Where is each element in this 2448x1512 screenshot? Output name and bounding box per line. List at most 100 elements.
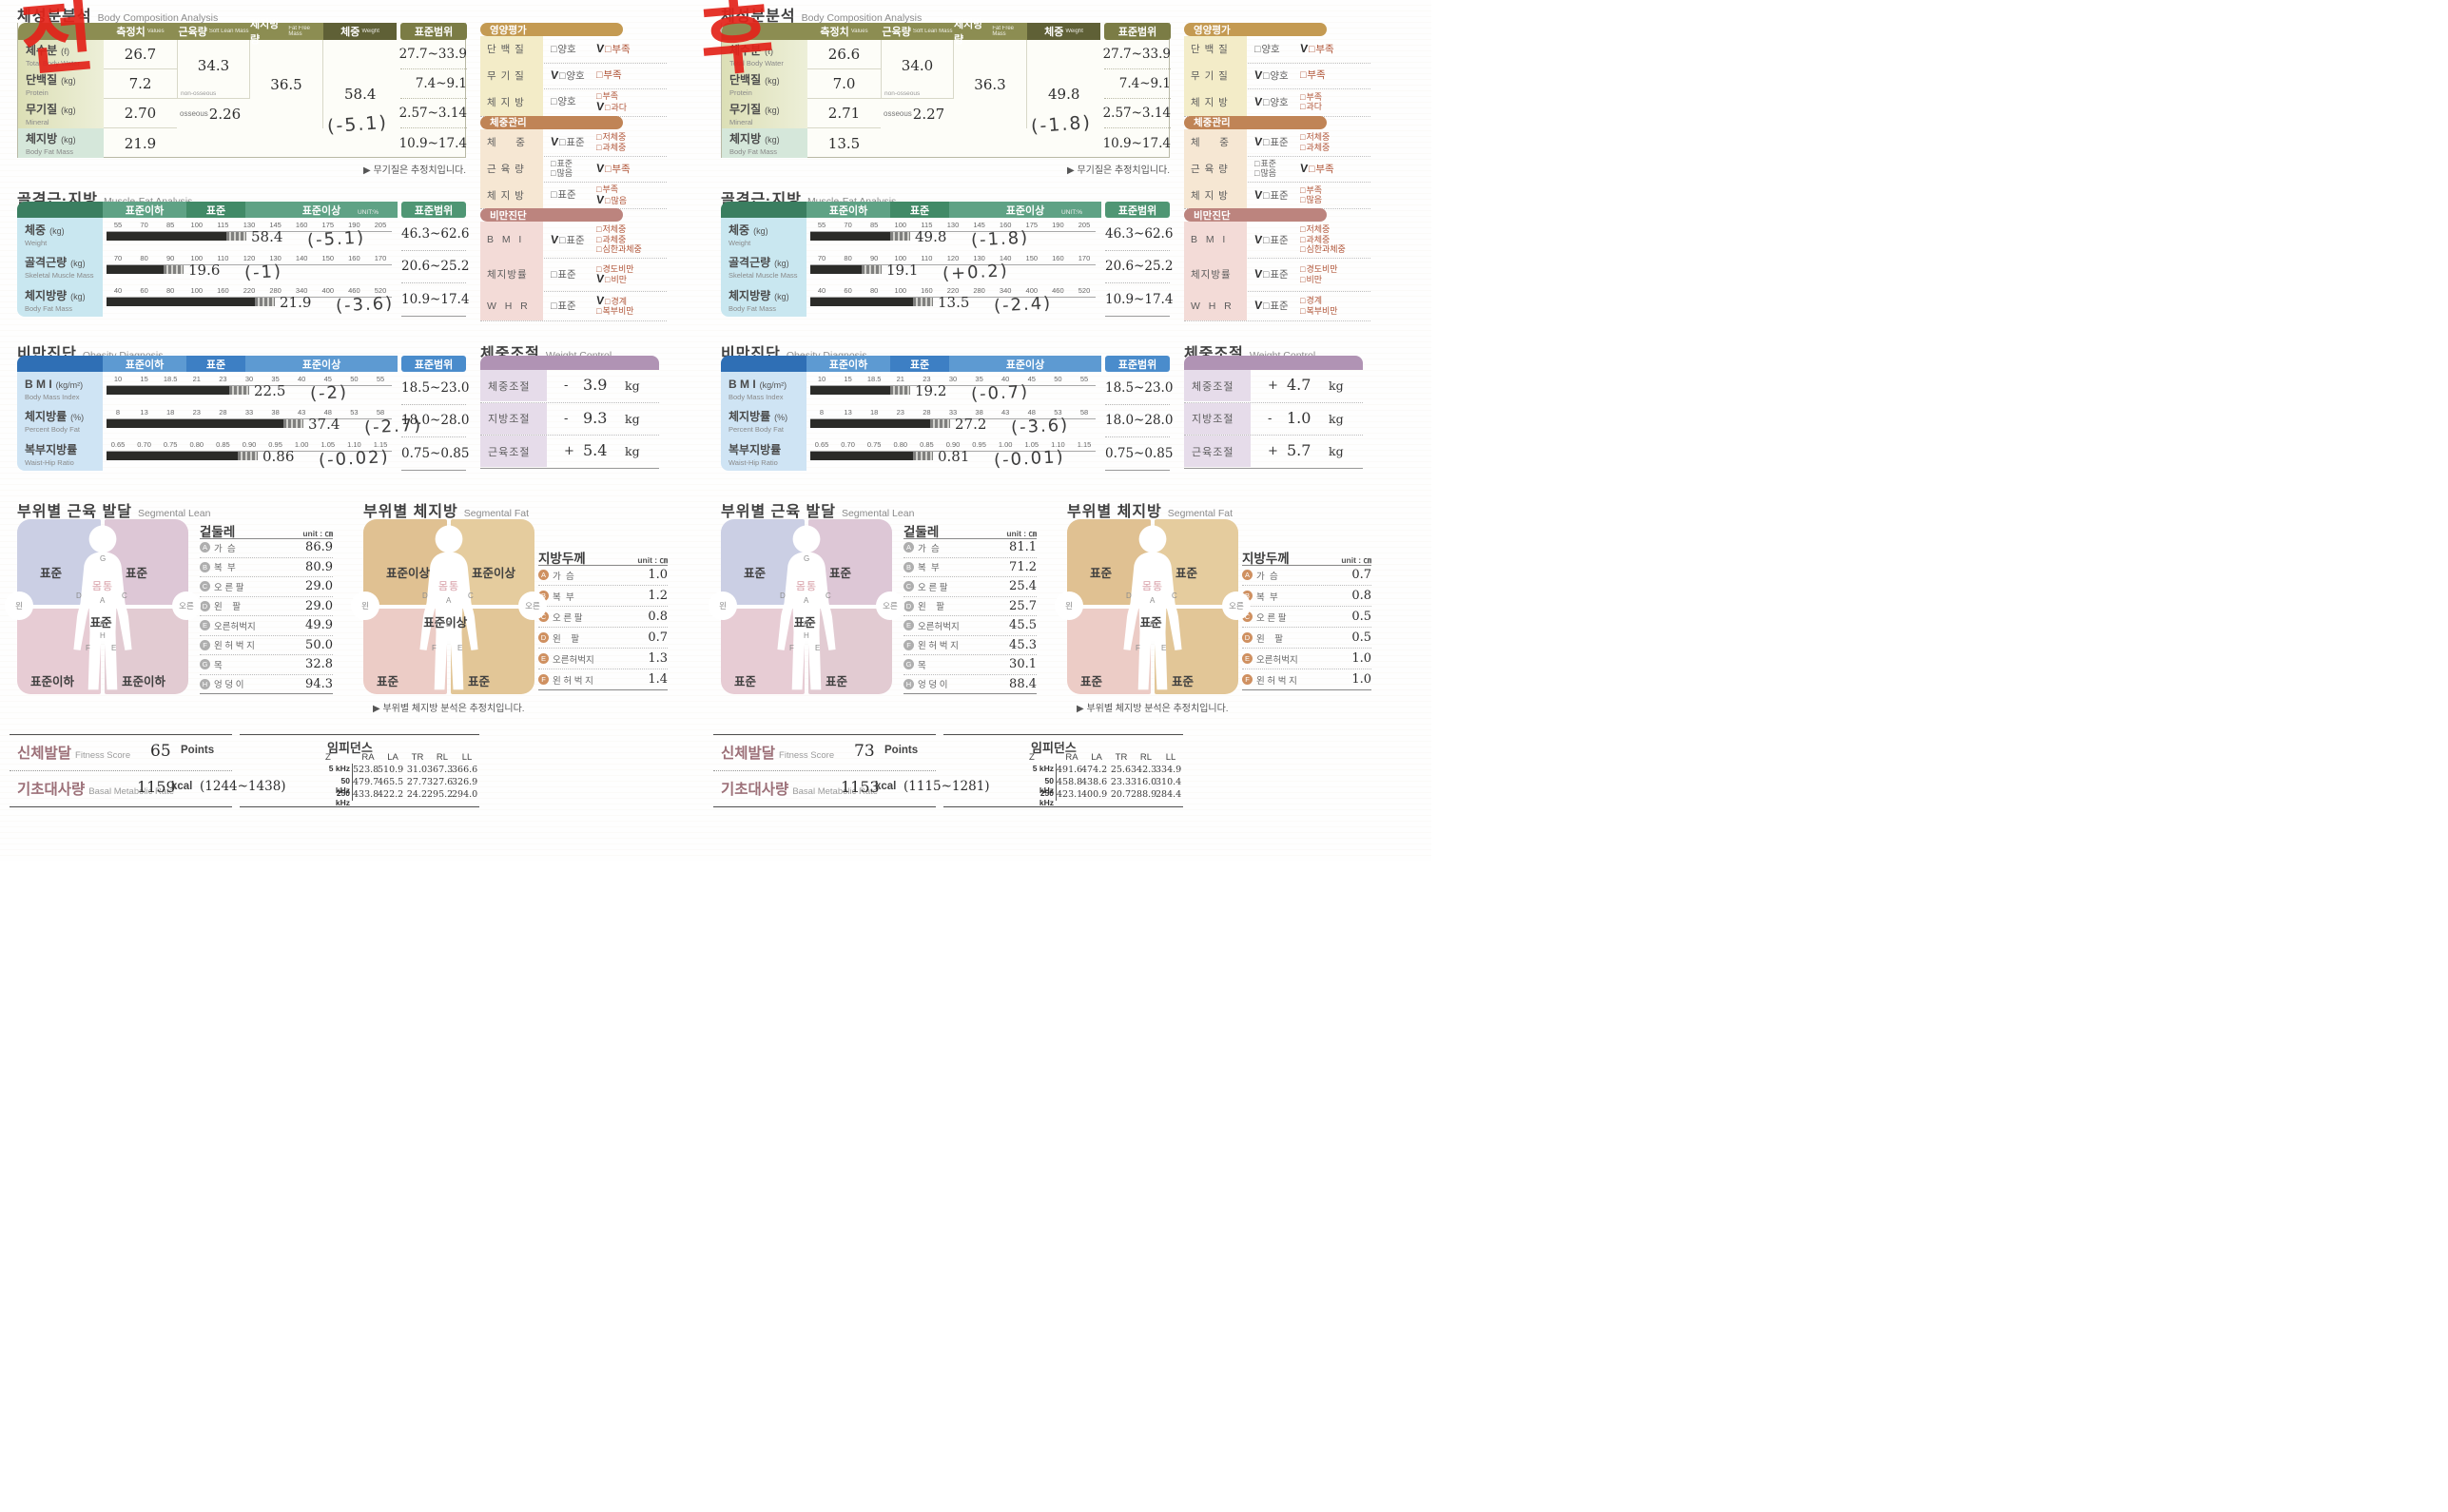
check-mark: V: [595, 99, 605, 114]
axis-tick: 55: [113, 221, 123, 229]
axis-tick: 1.15: [1077, 440, 1092, 449]
fitness-score-value: 73: [854, 742, 875, 761]
weight-control-row-label-cell: 근육조절: [1184, 436, 1251, 467]
axis-tick: 80: [844, 253, 852, 262]
seg_fat-title-en: Segmental Fat: [463, 508, 530, 519]
checkbox-icon: □: [1300, 234, 1306, 244]
figure-point-letter-C: C: [468, 591, 474, 600]
center-status-label: 표준: [793, 616, 816, 630]
impedance-value: 367.3: [427, 765, 454, 775]
muscle_fat-range-cell: 10.9~17.4: [401, 283, 469, 317]
eval-row-label-cell: 체 지 방: [480, 182, 543, 208]
checkbox-icon: □: [551, 189, 557, 201]
row-label: 오 른 팔: [553, 612, 583, 624]
obesity-band-0: 표준이하: [103, 356, 186, 372]
checkbox-icon: □: [1263, 269, 1270, 281]
fitness-score-row: 신체발달 Fitness Score 65 Points: [17, 742, 302, 766]
range-header-text: 표준범위: [414, 359, 454, 371]
body-comp-range-cell: 2.57~3.14: [1103, 99, 1171, 128]
body-comp-range-cell: 2.57~3.14: [399, 99, 467, 128]
impedance-title: 임피던스: [327, 741, 373, 755]
axis-tick: 460: [1052, 286, 1064, 295]
weight-header-ko: 체중: [340, 27, 360, 38]
eval-option-checked: V□많음: [595, 192, 665, 206]
range-value: 27.7~33.9: [1102, 47, 1171, 62]
value-bar: [107, 418, 283, 428]
fitness-block-mid-line: [713, 770, 936, 771]
fitness-label-en: Fitness Score: [75, 750, 131, 761]
measurement-row: F 왼 허 벅 지 50.0: [200, 636, 333, 655]
weight-control-row-label: 지방조절: [488, 414, 531, 425]
axis-tick: 110: [217, 253, 229, 262]
body-comp-row-label: 체지방 (kg) Body Fat Mass: [18, 128, 104, 158]
muscle_fat-row-label: 골격근량 (kg) Skeletal Muscle Mass: [721, 250, 806, 283]
handwritten-note: (-2.4): [993, 293, 1053, 317]
row-label: 왼 팔: [1256, 633, 1284, 645]
bmr-unit-label: kcal: [171, 781, 193, 792]
label-en: Weight: [25, 238, 48, 247]
body-comp-col-header-values: 측정치 Values: [104, 23, 177, 40]
eval-option-column: V□표준: [1253, 222, 1323, 258]
checkbox-icon: □: [1300, 264, 1306, 274]
body-silhouette: [755, 521, 858, 692]
weight-control-row-label-cell: 근육조절: [480, 436, 547, 467]
bar-value: 49.8: [915, 228, 947, 245]
muscle_fat-header-label-block: [17, 202, 103, 218]
axis-tick: 23: [923, 375, 931, 383]
handwritten-note: (-0.01): [993, 447, 1066, 471]
axis-tick: 90: [166, 253, 175, 262]
axis-tick: 100: [190, 286, 204, 295]
eval-option-text: 양호: [557, 43, 576, 55]
bar-baseline: [107, 417, 392, 419]
eval-option: □경계: [1300, 296, 1369, 306]
axis-tick: 175: [321, 221, 335, 229]
impedance-value: 510.9: [378, 765, 404, 775]
body-composition-title-en: Body Composition Analysis: [801, 12, 923, 24]
figure-point-letter-G: G: [100, 554, 107, 563]
label-ko: 골격근량: [25, 256, 68, 270]
axis-tick: 60: [140, 286, 148, 295]
axis-tick: 0.70: [137, 440, 151, 449]
side-left-label: 왼: [361, 601, 369, 611]
figure-point-letter-A: A: [100, 596, 106, 605]
eval-option-text: 표준: [1270, 137, 1289, 148]
eval-option: □많음: [1300, 195, 1369, 205]
impedance-freq-label: 5 kHz: [1029, 764, 1057, 776]
eval-option: □양호: [1254, 44, 1323, 55]
label-en: Body Mass Index: [729, 392, 784, 401]
row-letter-badge: C: [903, 581, 914, 592]
checkbox-icon: □: [1300, 305, 1306, 316]
row-value: 80.9: [305, 559, 333, 574]
weight-control-row-label: 근육조절: [1192, 446, 1234, 458]
axis-tick: 460: [348, 286, 360, 295]
center-status-label: 표준: [1139, 616, 1162, 630]
fitness-block-top-line: [713, 734, 936, 735]
body-comp-col-header-weight: 체중 Weight: [323, 23, 397, 40]
axis-tick: 15: [844, 375, 852, 383]
control-sign: +: [1268, 378, 1278, 393]
eval-option-checked: V□표준: [1253, 187, 1323, 202]
label-ko: 복부지방률: [729, 442, 782, 456]
check-mark: V: [550, 68, 559, 83]
body-comp-row-label-line: 체지방 (kg): [729, 130, 807, 147]
eval-row-label-cell: 단 백 질: [1184, 36, 1247, 63]
range-value: 10.9~17.4: [1102, 135, 1171, 151]
body-composition-title-ko: 체성분분석: [17, 9, 92, 25]
figure-point-letter-D: D: [76, 591, 82, 600]
row-letter-badge: B: [200, 561, 210, 572]
obesity-bar-track: 0.65 0.70 0.75 0.80 0.85 0.90 0.95 1.00 1.05 1.10…: [107, 439, 392, 471]
impedance-value: 474.2: [1081, 765, 1108, 775]
eval-option-column: V□부족: [595, 156, 665, 183]
axis-tick: 80: [166, 286, 175, 295]
eval-option-text: 경계: [611, 296, 628, 306]
weight-control-row-label: 체중조절: [488, 380, 531, 393]
slm-header-en: Soft Lean Mass: [912, 29, 953, 34]
check-mark: V: [1253, 187, 1263, 202]
row-value: 0.7: [1351, 568, 1371, 582]
seg_lean-quadrant-3: [105, 609, 188, 694]
eval-option-text: 저체중: [602, 132, 627, 142]
muscle_fat-band-0: 표준이하: [806, 202, 890, 218]
fitness-label-en: Fitness Score: [779, 750, 835, 761]
eval-option-text: 표준: [1270, 269, 1289, 281]
row-value: 1.4: [648, 672, 668, 687]
